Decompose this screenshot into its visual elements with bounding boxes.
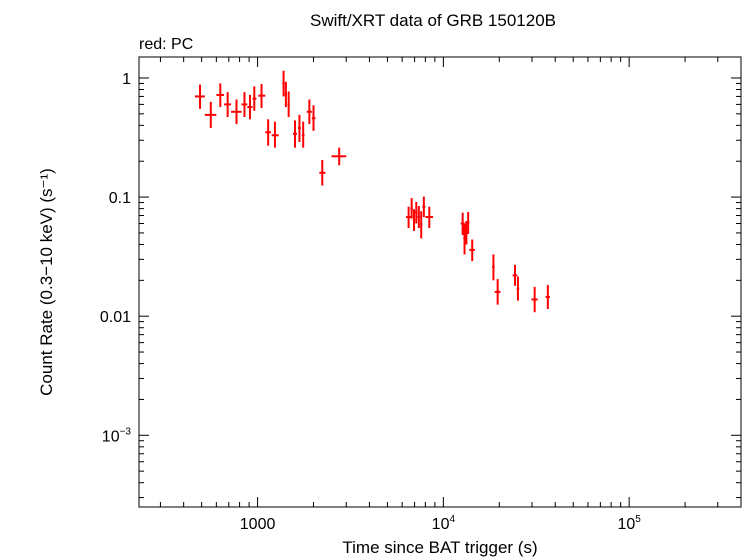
x-axis-label: Time since BAT trigger (s) [342,538,537,557]
data-point [204,101,217,129]
chart-title: Swift/XRT data of GRB 150120B [310,11,556,30]
data-point [231,99,242,125]
data-point [466,211,470,234]
data-point [319,159,326,186]
data-point [271,121,279,148]
chart-subtitle: red: PC [139,36,193,53]
data-point [241,92,248,118]
data-point [297,114,301,143]
data-point [224,92,232,118]
data-point [406,206,412,229]
data-point [469,239,475,262]
data-point [531,286,538,313]
data-point [292,120,298,148]
data-point [282,70,285,97]
data-point [425,206,434,229]
data-point [422,196,426,218]
data-point [287,91,290,118]
y-axis-label: Count Rate (0.3−10 keV) (s⁻¹) [37,168,56,396]
y-tick-label: 1 [122,71,131,88]
x-tick-label: 104 [432,514,456,533]
data-point [417,206,421,229]
data-point [492,254,495,281]
plot-frame [138,56,742,508]
data-point [463,223,466,255]
data-point [512,264,518,286]
tick-labels: 1000 104 105 1 0.1 0.01 10−3 [100,71,641,533]
data-point [410,198,413,219]
data-point [216,83,225,108]
x-tick-label: 105 [617,514,641,533]
data-point [545,284,551,309]
data-point [247,94,253,120]
data-point [412,209,416,231]
data-point [301,121,305,148]
data-point [415,201,418,224]
axis-ticks [139,57,742,507]
x-tick-label: 1000 [240,516,276,533]
y-tick-label: 10−3 [102,426,132,445]
data-point [331,147,347,166]
data-points [194,70,551,313]
y-tick-label: 0.01 [100,309,131,326]
data-point [311,105,316,131]
data-point [306,99,312,125]
data-point [494,279,501,305]
data-point [194,84,205,109]
data-point [252,86,257,111]
data-point [516,276,520,301]
data-point [420,211,423,239]
data-point [284,81,288,108]
data-point [265,119,271,146]
y-tick-label: 0.1 [109,190,131,207]
data-point [258,84,266,108]
